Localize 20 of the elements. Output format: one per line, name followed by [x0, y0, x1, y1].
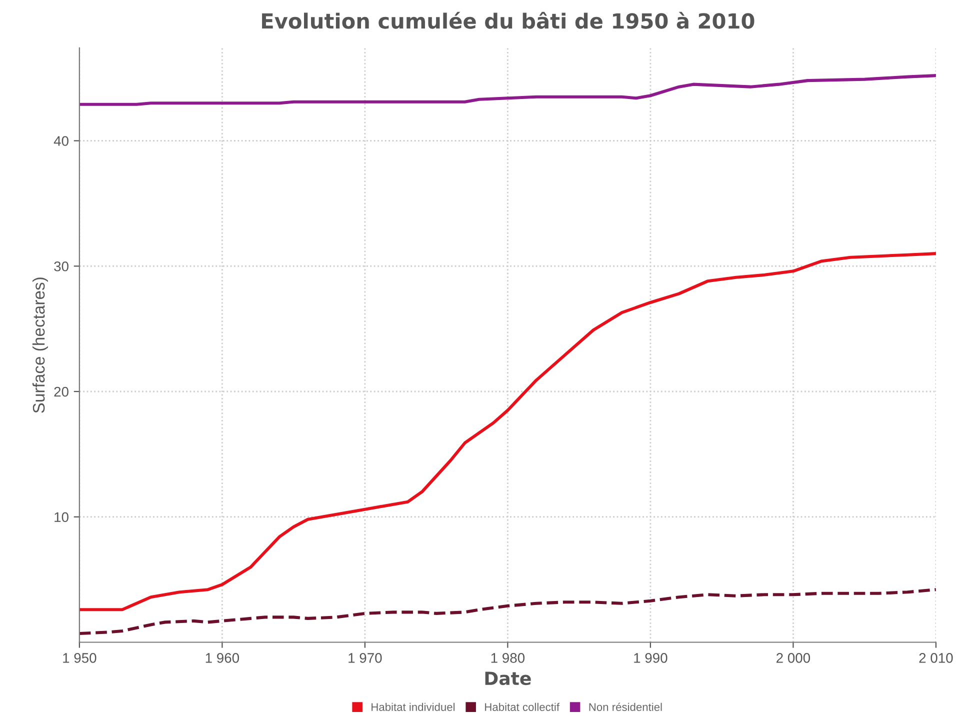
chart-title: Evolution cumulée du bâti de 1950 à 2010 [262, 12, 754, 29]
legend-label: Habitat collectif [485, 702, 560, 711]
y-tick-label: 20 [54, 386, 68, 397]
x-tick-label: 1 960 [206, 653, 240, 663]
x-axis-title: Date [485, 672, 531, 686]
line-series [79, 252, 936, 612]
y-tick-label: 30 [54, 261, 68, 272]
legend-label: Non résidentiel [589, 702, 662, 711]
line-series [79, 74, 936, 106]
x-tick-label: 1 970 [348, 653, 382, 663]
x-tick-label: 1 980 [491, 653, 525, 663]
legend-label: Habitat individuel [372, 702, 455, 711]
x-tick-label: 1 950 [63, 653, 96, 663]
y-tick-label: 40 [54, 136, 68, 146]
y-tick-label: 10 [54, 512, 68, 522]
line-series [79, 588, 936, 636]
y-axis-title: Surface (hectares) [32, 278, 48, 413]
x-tick-label: 1 990 [634, 653, 668, 663]
x-tick-label: 2 010 [919, 653, 953, 663]
x-tick-label: 2 000 [776, 653, 810, 663]
